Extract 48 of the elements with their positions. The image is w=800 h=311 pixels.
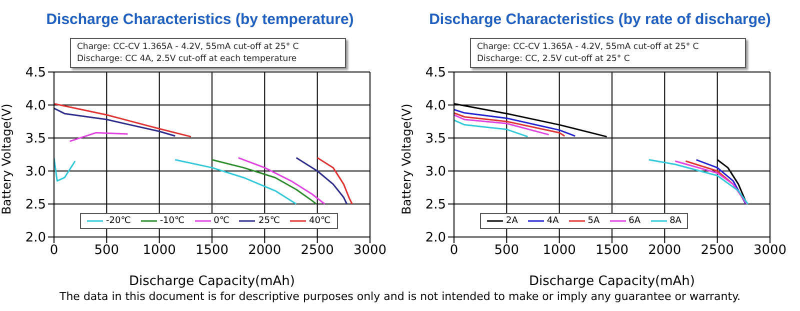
x-tick-label: 3000 bbox=[353, 243, 387, 258]
y-tick-label: 4.5 bbox=[25, 66, 46, 81]
y-axis-title: Battery Voltage(V) bbox=[399, 104, 414, 214]
legend-label: 5A bbox=[586, 216, 600, 226]
chart-title: Discharge Characteristics (by temperature) bbox=[45, 10, 355, 30]
legend-label: 25℃ bbox=[257, 216, 280, 226]
x-tick-label: 0 bbox=[450, 243, 458, 258]
legend-label: 6A bbox=[628, 216, 641, 226]
y-tick-label: 3.0 bbox=[25, 164, 46, 180]
legend-label: 8A bbox=[668, 216, 682, 226]
y-tick-label: 3.5 bbox=[25, 132, 46, 147]
text: Charge: CC-CV 1.365A - 4.2V, 55mA cut-off at 25° C bbox=[77, 41, 300, 53]
text: Discharge: CC, 2.5V cut-off at 25° C bbox=[477, 53, 631, 65]
x-tick-label: 2500 bbox=[700, 243, 734, 258]
legend-label: -10℃ bbox=[158, 216, 185, 226]
y-tick-label: 3.0 bbox=[425, 164, 446, 180]
x-tick-label: 1500 bbox=[195, 243, 229, 258]
x-tick-label: 500 bbox=[494, 243, 520, 258]
line-series bbox=[211, 159, 318, 205]
x-tick-label: 1500 bbox=[595, 243, 629, 258]
y-axis-title: Battery Voltage(V) bbox=[0, 104, 14, 214]
x-tick-label: 500 bbox=[94, 243, 120, 258]
x-axis-title: Discharge Capacity(mAh) bbox=[129, 274, 295, 289]
chart-title: Discharge Characteristics (by rate of discharge) bbox=[428, 10, 772, 30]
y-tick-label: 4.0 bbox=[25, 98, 46, 114]
x-tick-label: 2000 bbox=[648, 243, 682, 258]
legend-label: -20℃ bbox=[105, 216, 131, 226]
text: The data in this document is for descriptive purposes only and is not intended to make or imply any guarantee or warranty. bbox=[58, 290, 742, 303]
y-tick-label: 2.5 bbox=[25, 198, 46, 213]
text: Charge: CC-CV 1.365A - 4.2V, 55mA cut-off at 25° C bbox=[477, 41, 700, 53]
x-tick-label: 1000 bbox=[542, 243, 576, 258]
y-tick-label: 2.5 bbox=[425, 198, 446, 213]
y-tick-label: 2.0 bbox=[425, 230, 446, 246]
x-tick-label: 0 bbox=[50, 243, 58, 258]
x-tick-label: 2000 bbox=[248, 243, 282, 258]
y-tick-label: 3.5 bbox=[425, 132, 446, 147]
y-tick-label: 4.5 bbox=[425, 66, 446, 81]
legend-label: 0℃ bbox=[212, 216, 230, 226]
x-tick-label: 2500 bbox=[300, 243, 334, 258]
text: Discharge: CC 4A, 2.5V cut-off at each temperature bbox=[77, 53, 298, 65]
y-tick-label: 2.0 bbox=[25, 230, 46, 246]
legend-label: 4A bbox=[546, 216, 559, 226]
legend-label: 2A bbox=[505, 216, 518, 226]
x-axis-title: Discharge Capacity(mAh) bbox=[529, 274, 695, 289]
y-tick-label: 4.0 bbox=[425, 98, 446, 114]
legend-label: 40℃ bbox=[308, 216, 331, 226]
x-tick-label: 3000 bbox=[753, 243, 787, 258]
x-tick-label: 1000 bbox=[142, 243, 176, 258]
